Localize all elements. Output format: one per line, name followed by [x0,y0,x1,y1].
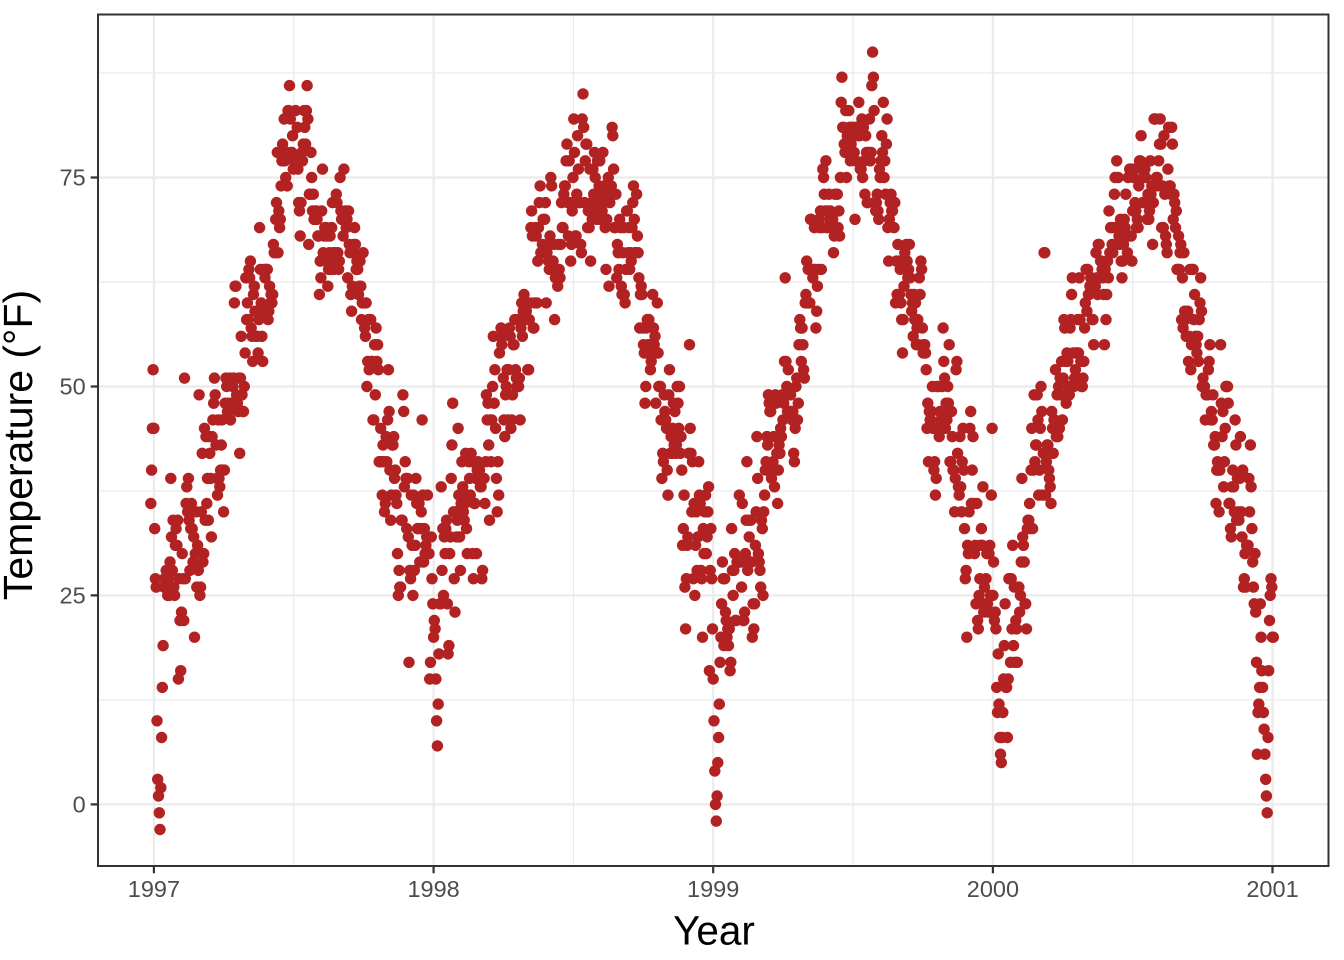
svg-text:25: 25 [60,583,86,609]
svg-text:0: 0 [73,792,86,818]
svg-text:1999: 1999 [687,876,739,902]
svg-text:50: 50 [60,374,86,400]
svg-text:75: 75 [60,165,86,191]
svg-text:Year: Year [673,907,755,953]
svg-text:Temperature (°F): Temperature (°F) [0,290,41,600]
svg-text:1997: 1997 [128,876,180,902]
svg-text:2000: 2000 [967,876,1019,902]
svg-text:1998: 1998 [407,876,459,902]
svg-text:2001: 2001 [1246,876,1298,902]
